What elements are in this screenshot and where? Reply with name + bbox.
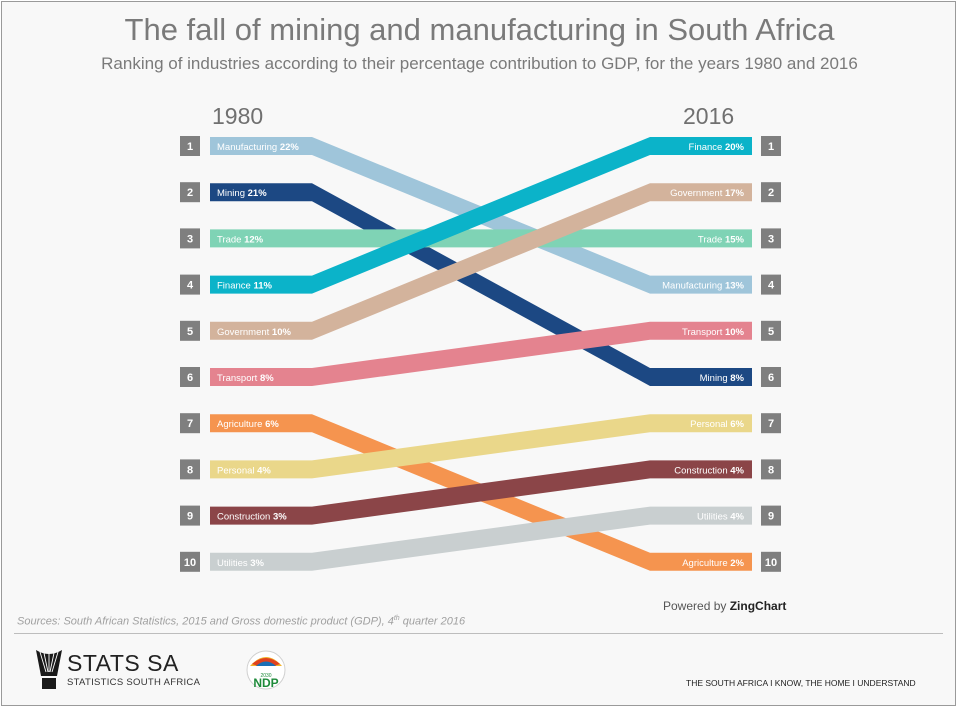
ribbon-government[interactable] (210, 183, 752, 340)
powered-by-prefix: Powered by (663, 599, 727, 613)
ndp-label: NDP (253, 676, 278, 690)
label-1980-personal: Personal 4% (217, 465, 271, 476)
ribbon-utilities[interactable] (210, 506, 752, 571)
label-1980-manufacturing: Manufacturing 22% (217, 142, 299, 153)
rank-box-left-10 (180, 551, 200, 572)
ribbon-transport[interactable] (210, 321, 752, 386)
label-2016-trade: Trade 15% (698, 234, 745, 245)
rank-box-left-1 (180, 136, 200, 156)
rank-number-right-4: 4 (768, 280, 775, 292)
rank-box-left-8 (180, 459, 200, 480)
rank-box-right-10 (761, 551, 781, 572)
rank-number-right-5: 5 (768, 326, 774, 338)
label-1980-transport: Transport 8% (217, 373, 274, 384)
rank-number-left-1: 1 (187, 141, 193, 153)
zingchart-brand[interactable]: ZingChart (729, 599, 787, 613)
label-2016-government: Government 17% (670, 188, 744, 199)
rank-number-left-10: 10 (184, 557, 196, 569)
rank-number-right-1: 1 (768, 141, 774, 153)
year-label-1980: 1980 (212, 103, 264, 129)
rank-number-left-9: 9 (187, 511, 193, 523)
label-2016-mining: Mining 8% (700, 373, 745, 384)
rank-box-left-9 (180, 505, 200, 526)
rank-number-right-8: 8 (768, 464, 774, 476)
rank-box-right-3 (761, 228, 781, 249)
sources-note: Sources: South African Statistics, 2015 … (17, 615, 465, 628)
label-1980-mining: Mining 21% (217, 188, 267, 199)
rank-number-left-8: 8 (187, 464, 193, 476)
ribbon-finance[interactable] (210, 137, 752, 294)
rank-box-left-6 (180, 367, 200, 387)
ndp-logo-icon: 2030 NDP (246, 650, 286, 690)
rank-box-right-5 (761, 320, 781, 341)
rank-number-right-9: 9 (768, 511, 774, 523)
label-1980-finance: Finance 11% (217, 281, 272, 292)
label-2016-construction: Construction 4% (674, 465, 744, 476)
tagline: THE SOUTH AFRICA I KNOW, THE HOME I UNDE… (686, 678, 916, 688)
label-1980-agriculture: Agriculture 6% (217, 419, 279, 430)
rank-number-left-6: 6 (187, 372, 193, 384)
chart-subtitle: Ranking of industries according to their… (101, 54, 858, 73)
label-2016-transport: Transport 10% (682, 327, 745, 338)
label-2016-agriculture: Agriculture 2% (682, 558, 744, 569)
rank-box-right-7 (761, 413, 781, 434)
rank-number-right-7: 7 (768, 418, 774, 430)
rank-box-right-2 (761, 182, 781, 203)
stats-sa-logo-icon (36, 650, 62, 689)
label-1980-utilities: Utilities 3% (217, 558, 265, 569)
chart-title: The fall of mining and manufacturing in … (124, 12, 835, 47)
label-2016-utilities: Utilities 4% (697, 512, 745, 523)
year-label-2016: 2016 (683, 103, 735, 129)
org-name: STATS SA (67, 650, 179, 676)
rank-box-right-9 (761, 505, 781, 526)
rank-number-left-2: 2 (187, 187, 193, 199)
sources-suffix: quarter 2016 (399, 615, 466, 628)
label-1980-government: Government 10% (217, 327, 291, 338)
rank-number-right-2: 2 (768, 187, 774, 199)
rank-number-left-5: 5 (187, 326, 193, 338)
footer-divider (14, 633, 943, 634)
rank-box-left-5 (180, 320, 200, 341)
ribbon-mining[interactable] (210, 183, 752, 386)
label-2016-personal: Personal 6% (690, 419, 744, 430)
label-2016-finance: Finance 20% (689, 142, 745, 153)
rank-number-right-6: 6 (768, 372, 774, 384)
rank-number-left-4: 4 (187, 280, 194, 292)
sources-text: Sources: South African Statistics, 2015 … (17, 615, 394, 628)
rank-box-right-6 (761, 367, 781, 387)
label-2016-manufacturing: Manufacturing 13% (662, 281, 744, 292)
ndp-year: 2030 (260, 673, 271, 679)
rank-box-right-4 (761, 274, 781, 295)
rank-number-left-7: 7 (187, 418, 193, 430)
rank-number-right-10: 10 (765, 557, 777, 569)
label-1980-construction: Construction 3% (217, 512, 287, 523)
org-subtitle: STATISTICS SOUTH AFRICA (67, 677, 201, 688)
rank-number-left-3: 3 (187, 233, 193, 245)
ribbon-personal[interactable] (210, 414, 752, 479)
ribbon-construction[interactable] (210, 460, 752, 525)
rank-box-left-4 (180, 274, 200, 295)
rank-box-left-3 (180, 228, 200, 249)
label-1980-trade: Trade 12% (217, 234, 264, 245)
rank-box-right-8 (761, 459, 781, 480)
sources-sup: th (393, 615, 400, 622)
rank-box-right-1 (761, 136, 781, 156)
ribbon-trade[interactable] (210, 229, 752, 248)
rank-number-right-3: 3 (768, 233, 774, 245)
rank-box-left-7 (180, 413, 200, 434)
powered-by[interactable]: Powered by ZingChart (663, 599, 786, 613)
rank-box-left-2 (180, 182, 200, 203)
